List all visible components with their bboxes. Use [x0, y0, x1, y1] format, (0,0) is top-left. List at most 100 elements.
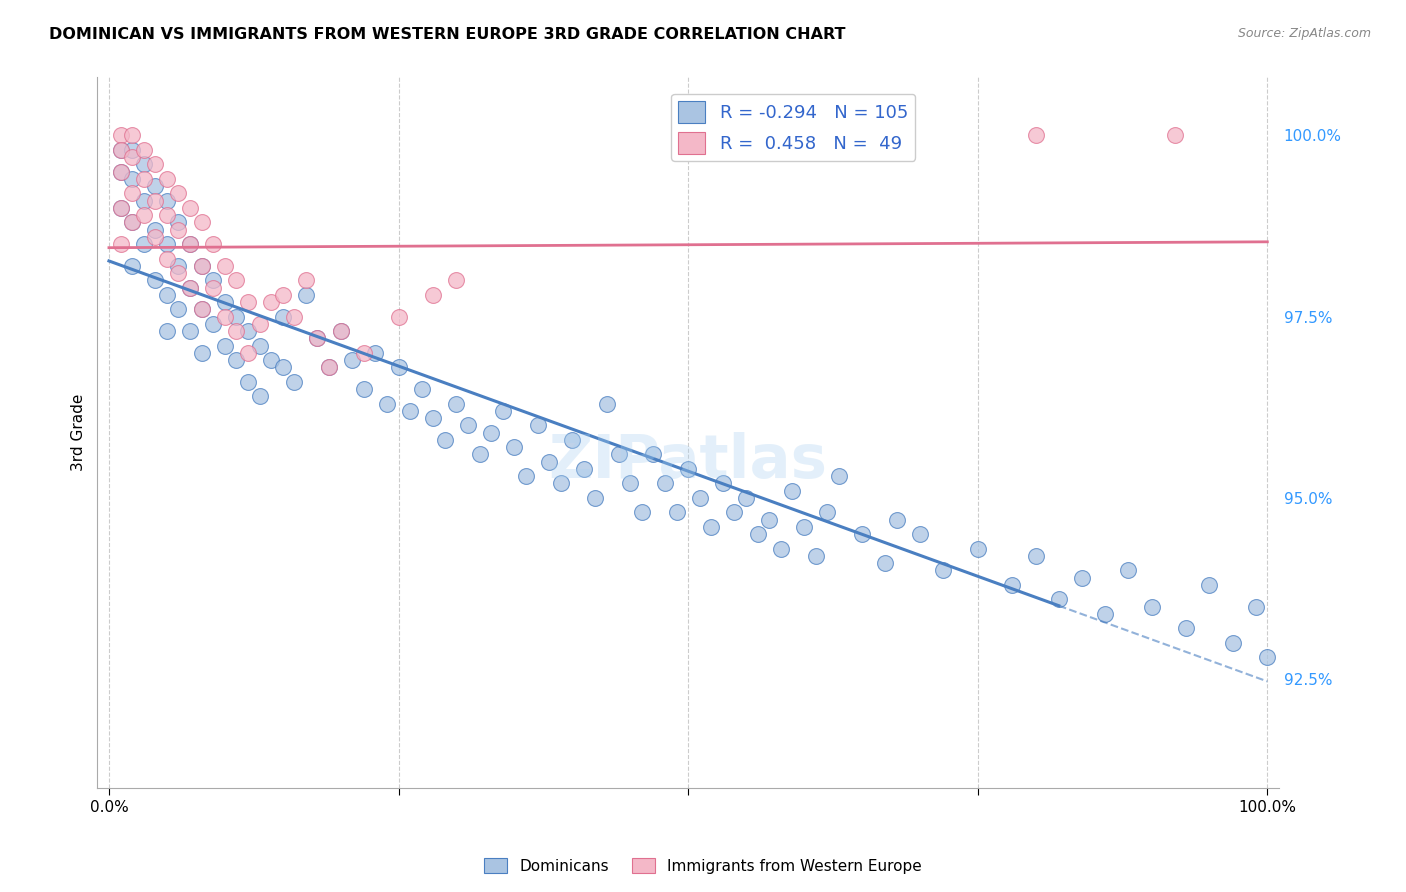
Point: [596, 396, 619, 410]
Point: [156, 288, 179, 302]
Point: [422, 411, 444, 425]
Point: [387, 310, 409, 324]
Point: [307, 331, 329, 345]
Point: [1198, 578, 1220, 592]
Text: ZIPatlas: ZIPatlas: [548, 432, 828, 491]
Point: [143, 230, 166, 244]
Point: [1025, 128, 1047, 143]
Point: [121, 215, 143, 229]
Point: [190, 259, 212, 273]
Point: [260, 295, 283, 310]
Point: [329, 324, 352, 338]
Point: [607, 447, 630, 461]
Point: [769, 541, 792, 556]
Point: [676, 462, 699, 476]
Point: [353, 382, 375, 396]
Point: [318, 360, 340, 375]
Point: [110, 201, 132, 215]
Point: [851, 527, 873, 541]
Point: [121, 172, 143, 186]
Point: [793, 520, 815, 534]
Point: [271, 360, 294, 375]
Point: [214, 295, 236, 310]
Point: [121, 259, 143, 273]
Point: [121, 150, 143, 164]
Point: [538, 454, 561, 468]
Text: Source: ZipAtlas.com: Source: ZipAtlas.com: [1237, 27, 1371, 40]
Point: [1222, 636, 1244, 650]
Point: [156, 172, 179, 186]
Point: [329, 324, 352, 338]
Point: [156, 208, 179, 222]
Point: [110, 201, 132, 215]
Point: [167, 215, 190, 229]
Point: [110, 143, 132, 157]
Point: [121, 215, 143, 229]
Point: [340, 353, 363, 368]
Point: [711, 476, 734, 491]
Point: [723, 505, 745, 519]
Point: [689, 491, 711, 505]
Point: [260, 353, 283, 368]
Point: [249, 338, 271, 352]
Point: [179, 280, 201, 294]
Point: [132, 172, 155, 186]
Point: [202, 273, 225, 287]
Point: [143, 157, 166, 171]
Point: [375, 396, 398, 410]
Point: [143, 179, 166, 194]
Point: [156, 194, 179, 208]
Point: [468, 447, 491, 461]
Point: [236, 324, 259, 338]
Point: [121, 186, 143, 201]
Point: [179, 237, 201, 252]
Point: [179, 201, 201, 215]
Point: [202, 280, 225, 294]
Point: [572, 462, 595, 476]
Point: [295, 288, 318, 302]
Point: [550, 476, 572, 491]
Point: [828, 469, 851, 483]
Point: [1001, 578, 1024, 592]
Point: [132, 194, 155, 208]
Point: [143, 273, 166, 287]
Point: [815, 505, 838, 519]
Point: [190, 259, 212, 273]
Point: [132, 208, 155, 222]
Point: [804, 549, 827, 563]
Point: [214, 338, 236, 352]
Point: [364, 346, 387, 360]
Text: DOMINICAN VS IMMIGRANTS FROM WESTERN EUROPE 3RD GRADE CORRELATION CHART: DOMINICAN VS IMMIGRANTS FROM WESTERN EUR…: [49, 27, 846, 42]
Point: [665, 505, 688, 519]
Point: [932, 563, 955, 577]
Point: [1244, 599, 1267, 614]
Point: [110, 164, 132, 178]
Point: [143, 194, 166, 208]
Point: [167, 259, 190, 273]
Point: [167, 266, 190, 280]
Point: [132, 237, 155, 252]
Point: [422, 288, 444, 302]
Point: [179, 280, 201, 294]
Point: [479, 425, 502, 440]
Point: [249, 317, 271, 331]
Point: [156, 237, 179, 252]
Point: [318, 360, 340, 375]
Point: [908, 527, 931, 541]
Point: [179, 324, 201, 338]
Point: [236, 375, 259, 389]
Point: [110, 237, 132, 252]
Point: [143, 222, 166, 236]
Point: [202, 237, 225, 252]
Point: [1047, 592, 1070, 607]
Point: [271, 288, 294, 302]
Point: [121, 128, 143, 143]
Point: [190, 302, 212, 317]
Point: [283, 310, 305, 324]
Point: [758, 512, 780, 526]
Point: [156, 324, 179, 338]
Legend: Dominicans, Immigrants from Western Europe: Dominicans, Immigrants from Western Euro…: [478, 852, 928, 880]
Point: [249, 389, 271, 403]
Point: [121, 143, 143, 157]
Point: [156, 252, 179, 266]
